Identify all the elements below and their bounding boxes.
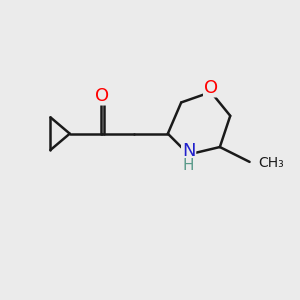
Text: CH₃: CH₃ — [259, 156, 284, 170]
Text: O: O — [95, 87, 110, 105]
Text: H: H — [183, 158, 194, 173]
Text: N: N — [182, 142, 195, 160]
Text: O: O — [204, 79, 218, 97]
